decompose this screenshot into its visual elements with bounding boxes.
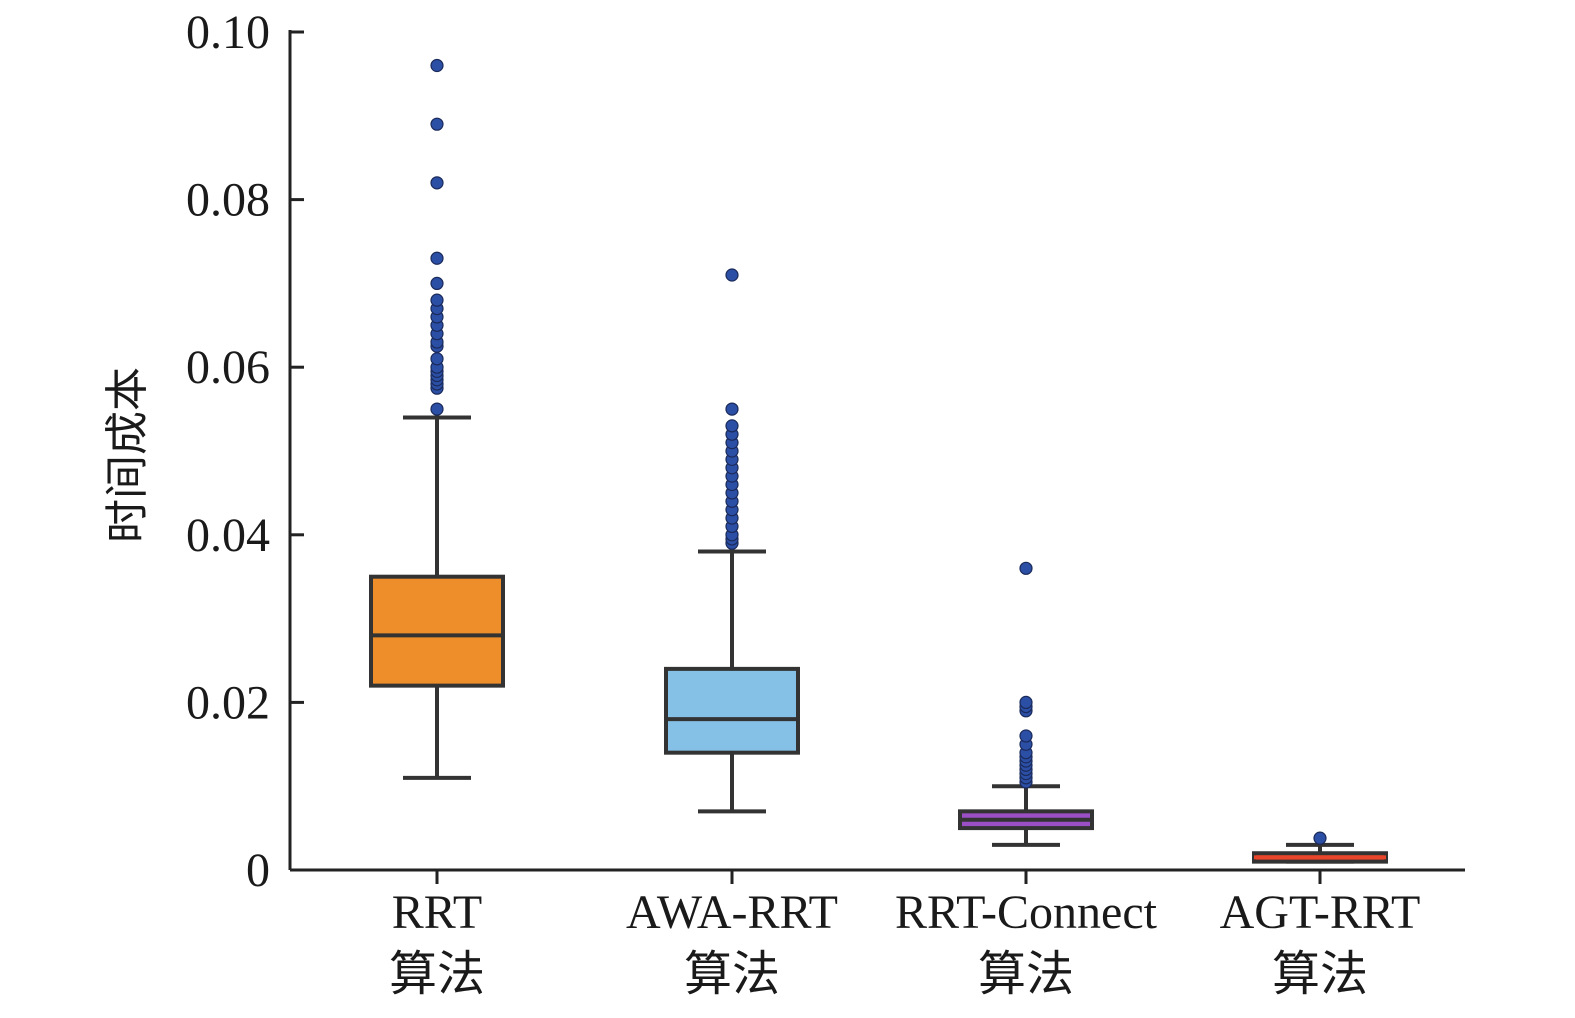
y-tick-label: 0 [246, 844, 270, 897]
y-tick-label: 0.02 [186, 676, 270, 729]
x-category-label: 算法 [1272, 948, 1368, 1001]
y-axis-title: 时间成本 [102, 367, 153, 543]
x-category-label: 算法 [978, 948, 1074, 1001]
iqr-box [369, 574, 505, 688]
x-category-label: 算法 [389, 948, 485, 1001]
outlier-point [725, 419, 739, 433]
y-tick-label: 0.08 [186, 174, 270, 227]
iqr-box [664, 666, 800, 755]
outlier-point [430, 58, 444, 73]
box-group [1252, 831, 1388, 864]
outlier-point [430, 251, 444, 265]
y-axis: 0 0.02 0.04 0.06 0.08 0.10 [186, 6, 304, 897]
x-category-label: RRT-Connect [895, 886, 1158, 939]
outlier-point [725, 402, 739, 416]
outlier-point [1019, 729, 1033, 743]
box-group [664, 268, 800, 814]
x-category-label: AGT-RRT [1220, 886, 1421, 939]
outlier-point [430, 352, 444, 366]
outlier-point [430, 402, 444, 416]
outlier-point [430, 293, 444, 307]
x-category-label: AWA-RRT [626, 886, 838, 939]
outlier-point [430, 176, 444, 190]
y-tick-label: 0.06 [186, 341, 270, 394]
box-series [369, 58, 1388, 864]
outlier-point [1313, 831, 1327, 845]
outlier-point [1019, 561, 1033, 575]
y-tick-label: 0.10 [186, 6, 270, 59]
x-category-label: 算法 [684, 948, 780, 1001]
outlier-point [1019, 695, 1033, 710]
y-tick-label: 0.04 [186, 509, 270, 562]
box-group [369, 58, 505, 780]
outlier-point [725, 268, 739, 282]
outlier-point [430, 117, 444, 131]
box-group [958, 561, 1094, 847]
x-axis: RRT 算法 AWA-RRT 算法 RRT-Connect 算法 AGT-RRT 算法 [290, 868, 1465, 1001]
x-category-label: RRT [392, 886, 482, 939]
outlier-point [430, 276, 444, 290]
